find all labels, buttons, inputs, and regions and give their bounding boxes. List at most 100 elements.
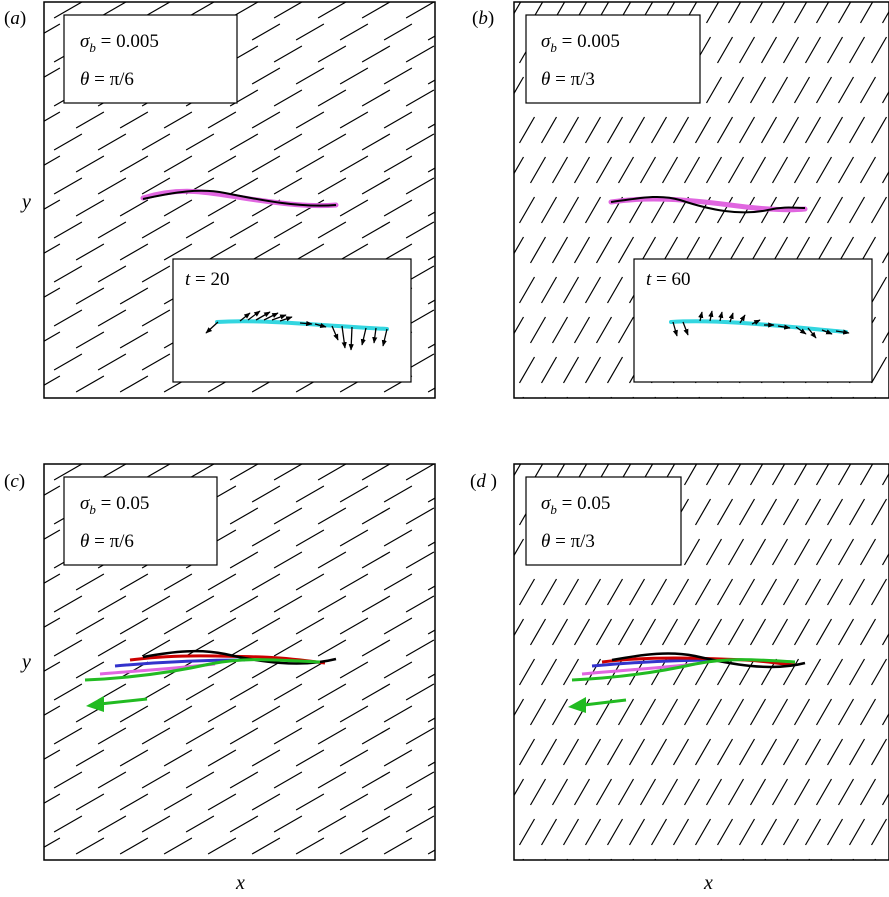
director-line (427, 299, 435, 305)
director-line (793, 538, 811, 566)
director-line (317, 45, 347, 63)
director-line (44, 573, 61, 584)
director-line (141, 133, 171, 151)
director-line (339, 199, 369, 217)
director-line (75, 375, 105, 393)
director-line (405, 2, 435, 19)
director-line (207, 199, 237, 217)
director-line (383, 67, 413, 85)
director-line (738, 116, 756, 144)
director-line (229, 177, 259, 195)
director-line (44, 749, 61, 760)
director-line (793, 156, 811, 184)
director-line (53, 815, 83, 833)
director-line (738, 738, 756, 766)
director-line (229, 683, 259, 701)
director-line (383, 485, 413, 503)
director-line (163, 243, 193, 261)
director-line (53, 595, 83, 613)
director-line (529, 236, 547, 264)
director-line (53, 464, 83, 481)
param-box-d: σb = 0.05 θ = π/3 (525, 476, 682, 566)
director-line (859, 778, 877, 806)
director-line (883, 859, 889, 885)
director-line (870, 356, 888, 384)
director-line (661, 778, 679, 806)
director-line (207, 661, 237, 679)
director-line (830, 396, 833, 398)
director-line (405, 683, 435, 701)
director-line (317, 2, 347, 19)
director-line (793, 464, 808, 486)
director-line (207, 749, 237, 767)
director-line (870, 578, 888, 606)
director-line (295, 485, 325, 503)
director-line (705, 464, 720, 486)
director-line (361, 2, 391, 19)
panel-c-frame (43, 463, 436, 861)
svg-text:θ = π/6: θ = π/6 (80, 69, 134, 90)
director-line (782, 578, 800, 606)
director-line (881, 90, 889, 104)
director-line (804, 818, 822, 846)
director-line (826, 818, 844, 846)
director-line (141, 265, 171, 283)
director-line (705, 156, 723, 184)
director-line (837, 2, 852, 24)
director-line (487, 317, 502, 343)
director-line (97, 309, 127, 327)
director-line (344, 397, 346, 398)
director-line (251, 617, 281, 635)
director-line (705, 2, 720, 24)
director-line (344, 859, 346, 860)
director-line (881, 330, 889, 344)
director-line (273, 815, 303, 833)
filament-a (140, 188, 339, 209)
director-line (562, 276, 580, 304)
param-box-b: σb = 0.005 θ = π/3 (525, 14, 701, 104)
director-line (584, 196, 602, 224)
director-line (361, 45, 391, 63)
director-line (383, 529, 413, 547)
director-line (606, 738, 624, 766)
director-line (793, 2, 808, 24)
director-line (450, 728, 478, 744)
director-line (498, 659, 513, 685)
director-line (562, 196, 580, 224)
director-line (487, 699, 502, 725)
director-line (870, 276, 888, 304)
director-line (760, 738, 778, 766)
director-line (749, 2, 764, 24)
director-line (852, 858, 855, 860)
director-line (859, 2, 874, 24)
director-line (361, 639, 391, 657)
director-line (44, 199, 61, 210)
theta-symbol: θ (541, 69, 550, 90)
svg-text:σb = 0.005: σb = 0.005 (80, 31, 159, 55)
director-line (10, 266, 38, 282)
director-line (361, 727, 391, 745)
director-line (837, 76, 855, 104)
panel-a: (a) σb = 0.005 θ = π/6 t = 20 (4, 1, 436, 399)
director-line (804, 196, 822, 224)
director-line (584, 116, 602, 144)
director-line (540, 578, 558, 606)
director-line (185, 133, 215, 151)
director-line (361, 133, 391, 151)
director-line (694, 578, 712, 606)
director-line (141, 815, 171, 833)
director-line (595, 156, 613, 184)
director-line (273, 507, 303, 525)
director-line (771, 2, 786, 24)
director-line (522, 858, 525, 860)
director-line (168, 859, 170, 860)
director-line (694, 498, 712, 526)
director-line (97, 639, 127, 657)
director-line (830, 858, 833, 860)
theta-symbol: θ (80, 69, 89, 90)
director-line (544, 396, 547, 398)
director-line (518, 578, 536, 606)
sigma-subscript: b (550, 502, 557, 517)
director-line (727, 538, 745, 566)
director-line (514, 76, 525, 95)
